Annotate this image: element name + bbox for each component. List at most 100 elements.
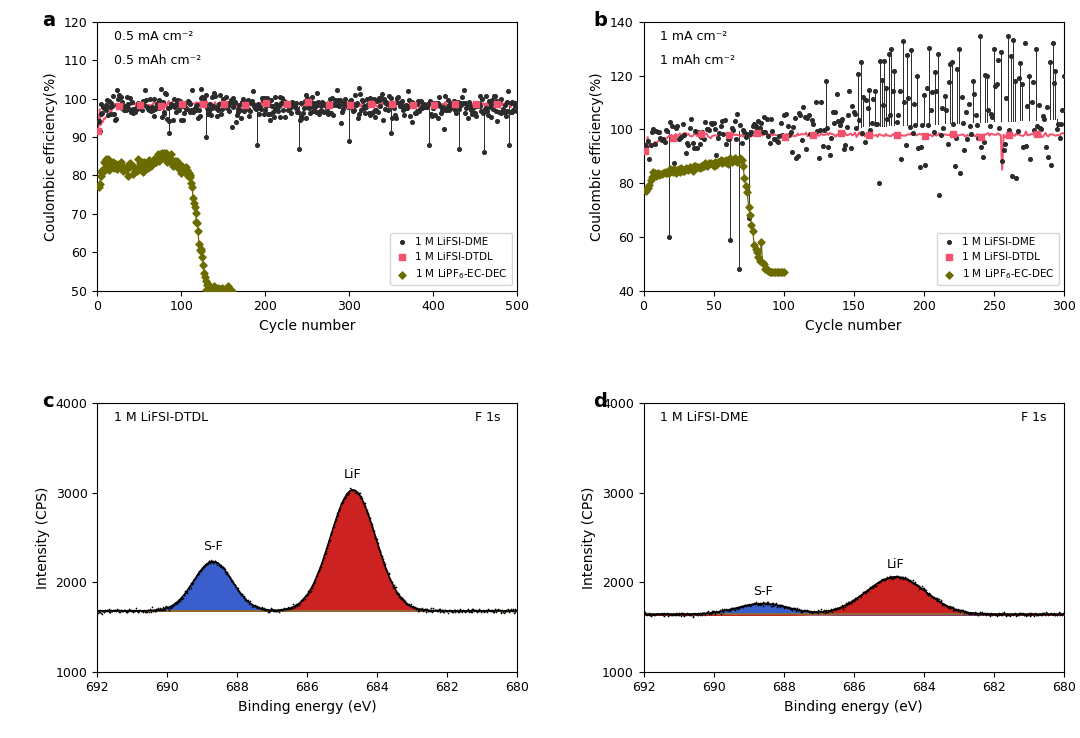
Point (642, 609, 659, 621)
1 M LiPF$_6$-EC-DEC (181, 171, 199, 183)
Point (481, 604, 498, 616)
1 M LiFSI-DME (769, 136, 786, 148)
Point (1050, 608, 1067, 620)
Point (270, 607, 287, 618)
1 M LiFSI-DME (96, 103, 113, 114)
1 M LiFSI-DME (829, 115, 847, 127)
Point (1040, 609, 1057, 621)
Point (726, 604, 743, 615)
Point (302, 585, 320, 597)
Point (286, 600, 303, 612)
1 M LiPF$_6$-EC-DEC (120, 170, 137, 182)
1 M LiFSI-DME (175, 107, 192, 119)
1 M LiFSI-DME (931, 189, 948, 201)
1 M LiFSI-DME (457, 107, 474, 119)
1 M LiFSI-DME (249, 102, 267, 114)
Point (99, 604, 117, 615)
1 M LiFSI-DME (396, 102, 414, 114)
1 M LiFSI-DME (302, 97, 320, 108)
1 M LiFSI-DME (350, 82, 367, 94)
1 M LiFSI-DME (936, 90, 954, 102)
Point (372, 546, 389, 558)
Point (373, 550, 390, 562)
Point (428, 604, 445, 615)
Point (721, 604, 739, 615)
1 M LiFSI-DME (889, 117, 906, 128)
Point (646, 609, 663, 621)
Point (146, 605, 163, 617)
Point (484, 605, 501, 617)
1 M LiFSI-DME (387, 112, 404, 124)
Point (755, 600, 772, 612)
1 M LiPF$_6$-EC-DEC (129, 161, 146, 173)
1 M LiFSI-DME (239, 97, 256, 108)
1 M LiFSI-DME (299, 102, 316, 114)
1 M LiPF$_6$-EC-DEC (175, 164, 192, 176)
1 M LiFSI-DME (352, 104, 369, 116)
Point (129, 604, 146, 616)
Point (379, 568, 396, 580)
Point (232, 587, 249, 599)
Point (391, 590, 408, 602)
1 M LiFSI-DME (222, 94, 240, 106)
1 M LiFSI-DME (306, 97, 323, 108)
1 M LiFSI-DME (114, 103, 132, 114)
Point (200, 555, 217, 567)
Point (504, 605, 522, 617)
1 M LiPF$_6$-EC-DEC (91, 182, 108, 193)
1 M LiFSI-DME (151, 94, 168, 106)
Point (369, 541, 387, 553)
Point (323, 526, 340, 538)
1 M LiPF$_6$-EC-DEC (181, 169, 199, 181)
1 M LiFSI-DME (970, 133, 987, 145)
1 M LiPF$_6$-EC-DEC (165, 158, 183, 170)
Point (91, 606, 108, 618)
Point (283, 601, 300, 613)
1 M LiFSI-DME (310, 96, 327, 108)
Point (864, 582, 881, 594)
Point (221, 571, 239, 583)
Point (937, 600, 955, 612)
Point (496, 606, 513, 618)
Point (388, 586, 405, 598)
1 M LiPF$_6$-EC-DEC (186, 201, 203, 213)
Point (281, 602, 298, 614)
1 M LiFSI-DME (347, 89, 364, 101)
1 M LiFSI-DME (496, 106, 513, 117)
1 M LiFSI-DME (667, 123, 685, 134)
Point (433, 604, 450, 616)
1 M LiFSI-DME (823, 132, 840, 144)
Point (945, 604, 962, 616)
Point (504, 603, 522, 615)
Point (131, 604, 148, 616)
Point (90, 604, 107, 616)
1 M LiPF$_6$-EC-DEC (130, 153, 147, 165)
1 M LiFSI-DME (279, 98, 296, 110)
1 M LiPF$_6$-EC-DEC (221, 285, 239, 297)
Point (173, 593, 190, 605)
Point (234, 590, 252, 601)
Point (448, 605, 465, 617)
1 M LiPF$_6$-EC-DEC (152, 152, 170, 164)
1 M LiFSI-DME (267, 92, 284, 103)
Point (488, 606, 505, 618)
1 M LiFSI-DME (473, 105, 490, 117)
Point (457, 605, 474, 617)
Point (801, 607, 819, 618)
1 M LiFSI-DME (161, 115, 178, 127)
Point (461, 605, 478, 617)
Point (877, 573, 894, 585)
1 M LiPF$_6$-EC-DEC (188, 215, 205, 227)
1 M LiFSI-DME (125, 104, 143, 116)
Point (644, 608, 661, 620)
Point (728, 602, 745, 614)
Point (796, 604, 813, 616)
1 M LiFSI-DME (219, 100, 237, 112)
1 M LiFSI-DME (185, 106, 202, 117)
Point (760, 599, 778, 610)
1 M LiFSI-DME (382, 92, 400, 104)
Point (731, 602, 748, 614)
Point (1012, 607, 1029, 619)
Point (271, 604, 288, 615)
1 M LiFSI-DME (156, 106, 173, 118)
